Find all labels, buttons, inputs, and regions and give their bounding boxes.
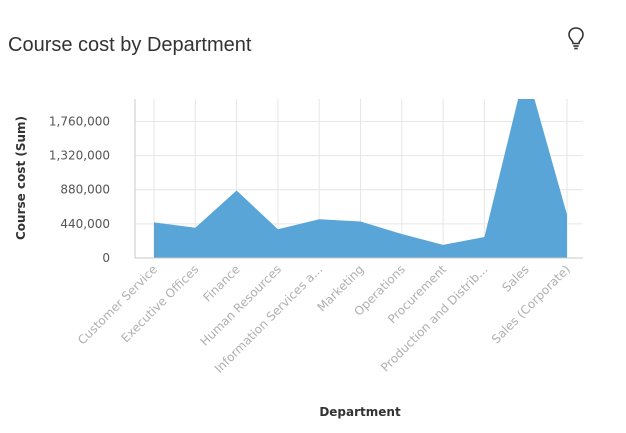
y-tick-label: 440,000 [60,217,110,231]
x-axis-title: Department [319,405,401,419]
area-series-group [154,99,567,258]
area-series [154,99,567,258]
x-tick-label: Executive Offices [118,262,201,345]
x-tick-label: Finance [200,262,242,304]
x-tick-label: Sales [499,262,531,294]
chart-title: Course cost by Department [8,34,252,56]
x-tick-label: Customer Service [75,262,160,347]
y-tick-label: 1,320,000 [49,149,110,163]
y-tick-label: 1,760,000 [49,114,110,128]
y-tick-label: 880,000 [60,183,110,197]
y-axis-title: Course cost (Sum) [14,116,28,240]
y-tick-label: 0 [102,251,110,265]
x-tick-label: Sales (Corporate) [489,262,573,346]
insight-button[interactable] [565,24,587,52]
lightbulb-icon [568,27,584,50]
